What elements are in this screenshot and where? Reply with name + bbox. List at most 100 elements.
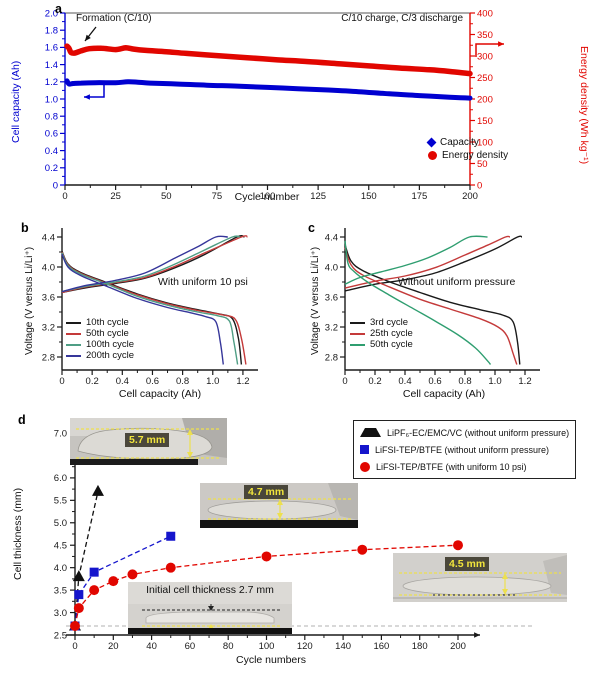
- x-tick-label: 200: [450, 641, 466, 652]
- y-tick-label: 4.4: [325, 232, 338, 243]
- formation-arrow-head: [85, 34, 91, 41]
- right-axis-pointer-arrow-head: [498, 41, 504, 47]
- a-left-axis-title: Cell capacity (Ah): [10, 60, 22, 144]
- b-100th-label: 100th cycle: [86, 339, 135, 350]
- y-left-tick-label: 0: [53, 180, 58, 191]
- capacity-legend-item: Capacity: [426, 136, 508, 149]
- y-right-tick-label: 400: [477, 8, 493, 19]
- d-y-axis-title: Cell thickness (mm): [12, 487, 24, 581]
- fixture-shadow: [328, 483, 358, 520]
- x-tick-label: 200: [462, 191, 478, 202]
- c-legend-item-3rd: 3rd cycle: [350, 317, 413, 328]
- panel-a-letter: a: [55, 2, 62, 16]
- 10th-cycle-charge-curve: [61, 235, 245, 294]
- d-legend-item-lipf6: LiPF₆-EC/EMC/VC (without uniform pressur…: [360, 425, 569, 440]
- b-pressure-annotation: With uniform 10 psi: [158, 276, 248, 288]
- y-tick-label: 5.0: [54, 518, 67, 529]
- x-tick-label: 1.0: [206, 376, 219, 387]
- d-x-axis-title: Cycle numbers: [235, 654, 307, 666]
- c-y-axis-title: Voltage (V versus Li/Li⁺): [310, 246, 321, 356]
- cell-photo-4-5mm-image: [393, 553, 567, 602]
- x-tick-label: 180: [412, 641, 428, 652]
- thickness-label-5-7mm: 5.7 mm: [125, 433, 170, 447]
- capacity-series: [64, 78, 473, 101]
- a-right-axis-title: Energy density (Wh kg⁻¹): [578, 45, 590, 165]
- x-tick-label: 0.4: [116, 376, 129, 387]
- square-marker: [74, 590, 84, 600]
- circle-marker: [165, 562, 176, 573]
- y-right-tick-label: 250: [477, 73, 493, 84]
- 100th-cycle-charge-curve: [61, 235, 241, 293]
- right-axis-pointer-arrow: [475, 43, 504, 57]
- 25th-cycle-discharge-curve: [344, 247, 518, 365]
- d-lifsi-pressure-label: LiFSI-TEP/BTFE (with uniform 10 psi): [376, 461, 527, 472]
- b-legend-item-50th: 50th cycle: [66, 328, 134, 339]
- b-100th-line-icon: [66, 343, 81, 346]
- y-tick-label: 2.8: [325, 352, 338, 363]
- x-tick-label: 25: [110, 191, 121, 202]
- c-50th-line-icon: [350, 343, 365, 346]
- b-legend-item-200th: 200th cycle: [66, 350, 134, 361]
- x-tick-label: 140: [335, 641, 351, 652]
- x-tick-label: 0.6: [146, 376, 159, 387]
- y-tick-label: 3.0: [54, 608, 67, 619]
- circle-marker: [261, 551, 272, 562]
- c-x-axis-title: Cell capacity (Ah): [402, 388, 486, 400]
- x-tick-label: 0: [72, 641, 77, 652]
- b-legend-item-100th: 100th cycle: [66, 339, 134, 350]
- 200th-cycle-charge-curve: [61, 235, 228, 293]
- cell-photo-4-7mm: 4.7 mm: [200, 483, 358, 528]
- cell-photo-initial-image: [128, 582, 292, 634]
- energy-density-legend-item: Energy density: [428, 149, 508, 162]
- cell-photo-initial: Initial cell thickness 2.7 mm: [128, 582, 292, 634]
- circle-marker: [70, 621, 80, 632]
- x-tick-label: 0: [342, 376, 347, 387]
- panel-b-plot: 2.8 3.2 3.6 4.0 4.4 0 0.2 0.4 0.6 0.8 1.0 1.2: [42, 228, 258, 387]
- flat-cell-shape: [145, 611, 275, 624]
- y-tick-label: 6.0: [54, 473, 67, 484]
- y-tick-label: 3.2: [325, 322, 338, 333]
- c-3rd-line-icon: [350, 321, 365, 324]
- y-left-tick-label: 2.0: [45, 8, 58, 19]
- y-left-tick-label: 1.2: [45, 77, 58, 88]
- x-tick-label: 60: [185, 641, 196, 652]
- c-50th-label: 50th cycle: [370, 339, 413, 350]
- panel-d-letter: d: [18, 413, 26, 427]
- y-tick-label: 4.4: [42, 232, 55, 243]
- square-marker-icon: [360, 445, 369, 454]
- 200th-cycle-discharge-curve: [61, 253, 224, 365]
- b-legend-item-10th: 10th cycle: [66, 317, 134, 328]
- x-tick-label: 20: [108, 641, 119, 652]
- square-marker: [89, 567, 99, 577]
- c-legend-item-25th: 25th cycle: [350, 328, 413, 339]
- b-200th-label: 200th cycle: [86, 350, 135, 361]
- x-tick-label: 175: [411, 191, 427, 202]
- formation-annotation: Formation (C/10): [76, 13, 152, 24]
- y-left-tick-label: 1.4: [45, 60, 58, 71]
- x-axis-head: [474, 632, 480, 638]
- panel-d-legend: LiPF₆-EC/EMC/VC (without uniform pressur…: [353, 420, 577, 479]
- y-tick-label: 3.5: [54, 585, 67, 596]
- circle-marker: [357, 544, 368, 555]
- 3rd-cycle-charge-curve: [344, 235, 523, 292]
- panel-c-legend: 3rd cycle 25th cycle 50th cycle: [350, 317, 413, 350]
- x-tick-label: 1.0: [488, 376, 501, 387]
- y-tick-label: 3.2: [42, 322, 55, 333]
- y-right-tick-label: 300: [477, 51, 493, 62]
- x-tick-label: 75: [212, 191, 223, 202]
- b-y-axis-title: Voltage (V versus Li/Li⁺): [24, 246, 35, 356]
- x-tick-label: 0.2: [368, 376, 381, 387]
- y-right-tick-label: 150: [477, 116, 493, 127]
- x-tick-label: 0.8: [176, 376, 189, 387]
- c-25th-line-icon: [350, 332, 365, 335]
- 50th-cycle-charge-curve: [344, 235, 488, 285]
- 3rd-cycle-discharge-curve: [344, 244, 521, 365]
- circle-marker: [453, 540, 463, 551]
- 25th-cycle-charge-curve: [344, 235, 511, 289]
- thickness-label-4-7mm: 4.7 mm: [244, 485, 289, 499]
- triangle-marker-icon: [360, 428, 381, 437]
- pouch-shape: [402, 576, 552, 596]
- c-legend-item-50th: 50th cycle: [350, 339, 413, 350]
- x-tick-label: 0: [62, 191, 67, 202]
- y-right-tick-label: 50: [477, 159, 488, 170]
